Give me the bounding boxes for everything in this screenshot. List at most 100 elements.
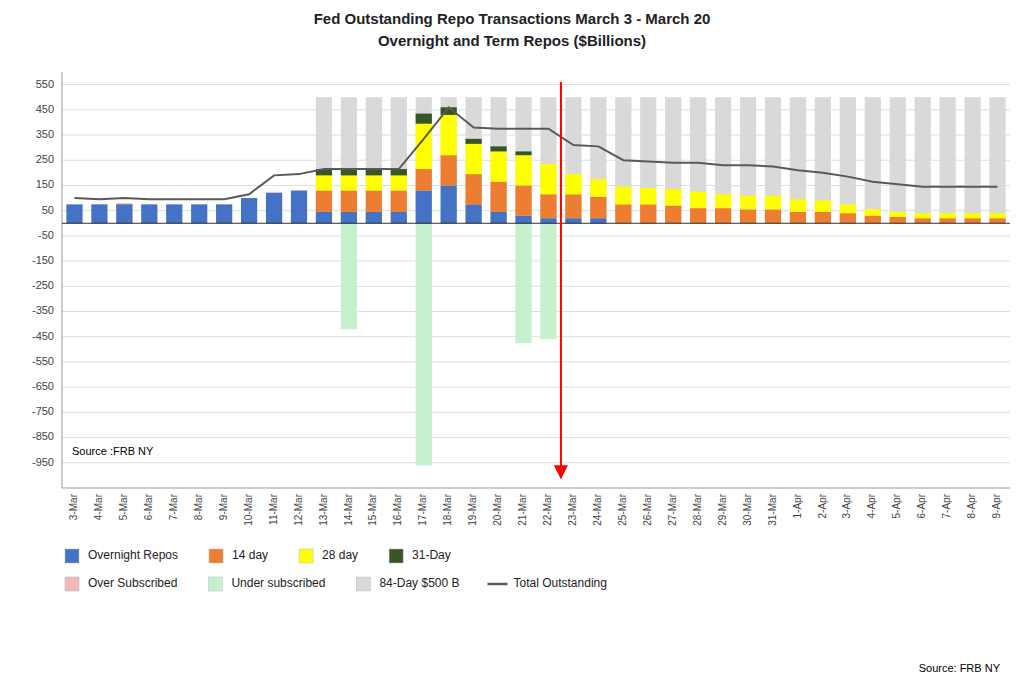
bar [540,164,556,165]
bar [765,97,781,223]
bar [266,193,282,194]
bar [964,213,980,214]
bar [441,155,457,185]
bar [915,213,931,214]
bar [191,204,207,205]
x-tick-label: 30-Mar [742,493,753,525]
y-tick-label: 250 [36,153,54,165]
annotation-arrow [560,82,562,478]
subtitle: Overnight and Term Repos ($Billions) [378,32,646,49]
x-tick-label: 17-Mar [417,493,428,525]
x-tick-label: 8-Apr [966,493,977,518]
bar [940,218,956,223]
x-tick-label: 11-Mar [268,493,279,525]
x-tick-label: 25-Mar [617,493,628,525]
bar [490,146,506,151]
bar [964,218,980,223]
x-tick-label: 20-Mar [492,493,503,525]
plot-area [62,82,1010,478]
line [74,107,997,199]
bar [665,189,681,190]
x-tick-label: 23-Mar [567,493,578,525]
x-tick-label: 31-Mar [767,493,778,525]
grid-line [62,311,1010,312]
bar [865,209,881,215]
x-tick-label: 3-Apr [841,493,852,518]
bar [366,212,382,223]
legend: Overnight Repos14 day28 day31-DayOver Su… [65,548,607,591]
bar [565,97,581,223]
bar [964,97,980,223]
bar [166,204,182,205]
bar [640,188,656,204]
bar [640,187,656,188]
legend-label: 28 day [322,548,358,562]
bar [116,203,132,223]
x-tick-label: 5-Mar [118,493,129,520]
bar [765,195,781,196]
x-tick-label: 2-Apr [817,493,828,518]
y-tick-label: 550 [36,78,54,90]
legend-label: 84-Day $500 B [379,576,459,590]
bar [416,169,432,190]
bar [790,97,806,223]
bar [590,218,606,223]
bar [515,97,531,223]
bar [865,97,881,223]
bar [366,175,382,190]
bar [815,201,831,212]
bar [416,97,432,223]
x-tick-label: 8-Mar [193,493,204,520]
x-tick-label: 14-Mar [343,493,354,525]
bar [141,204,157,205]
grid-line [62,412,1010,413]
bar [640,204,656,223]
x-tick-label: 9-Mar [218,493,229,520]
bar [615,187,631,205]
bar [590,197,606,218]
bar [865,216,881,224]
bar [116,204,132,205]
bar [66,204,82,205]
y-tick-label: -550 [32,355,54,367]
bar [141,204,157,205]
bar [441,97,457,223]
bar [989,97,1005,223]
bar [341,212,357,223]
grid-line [62,437,1010,438]
bar [91,204,107,223]
grid-line [62,261,1010,262]
grid-line [62,361,1010,362]
bar [740,196,756,210]
x-tick-label: 6-Apr [916,493,927,518]
bar [191,204,207,205]
y-tick-label: 50 [42,204,54,216]
y-tick-label: -50 [38,229,54,241]
bar [615,204,631,223]
bar [416,114,432,124]
bar [840,204,856,205]
y-tick-label: -650 [32,380,54,392]
bar [615,186,631,187]
x-tick-label: 3-Mar [68,493,79,520]
legend-label: Total Outstanding [514,576,607,590]
bar [66,204,82,205]
bar [515,155,531,185]
bar [116,204,132,205]
bar [565,174,581,175]
bar [166,204,182,223]
bar [815,97,831,223]
grid-line [62,235,1010,236]
y-tick-label: 150 [36,178,54,190]
x-tick-label: 6-Mar [143,493,154,520]
grid-line [62,84,1010,85]
x-tick-label: 9-Apr [991,493,1002,518]
bar [341,223,357,329]
legend-swatch [209,549,223,563]
bar [191,204,207,223]
legend-swatch [208,577,222,591]
bar [790,199,806,200]
bar [91,204,107,205]
bar [391,212,407,223]
bar [940,213,956,214]
